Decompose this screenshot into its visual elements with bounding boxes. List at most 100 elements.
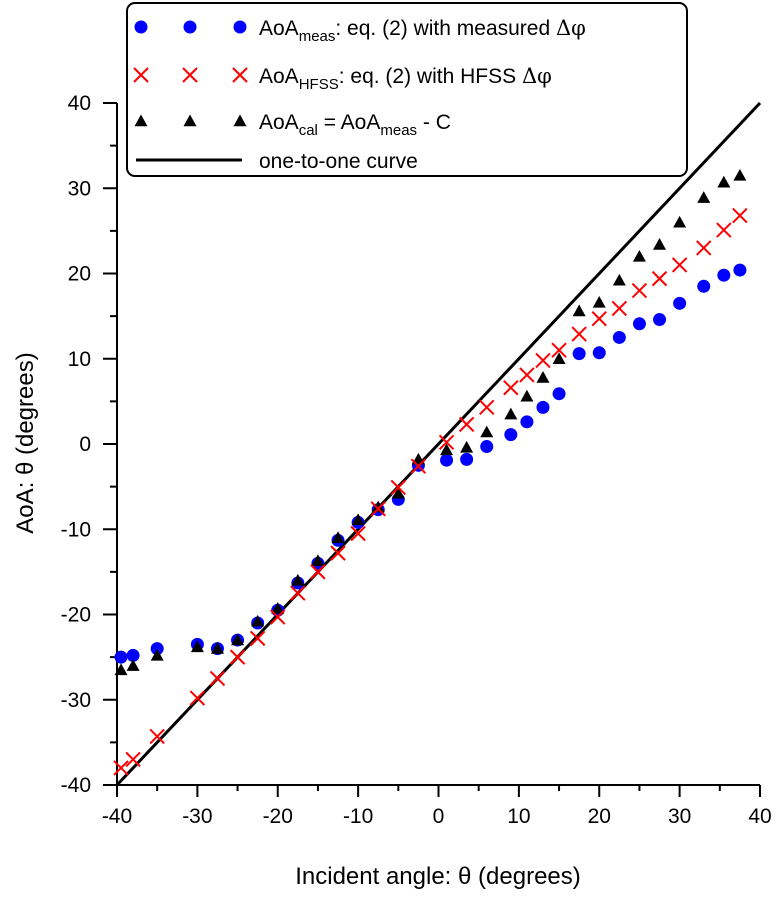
data-point-x-stroke xyxy=(189,690,206,706)
y-tick-label: 0 xyxy=(79,433,91,456)
x-tick-label: 40 xyxy=(748,805,771,828)
legend-label: one-to-one curve xyxy=(259,150,418,173)
x-tick-label: 20 xyxy=(588,805,611,828)
data-point-circle xyxy=(552,387,566,401)
data-point-x-stroke xyxy=(696,240,712,256)
data-point-x xyxy=(571,326,587,342)
data-point-x-stroke xyxy=(651,270,668,287)
x-tick-label: 30 xyxy=(668,805,691,828)
data-point-x-stroke xyxy=(330,545,346,561)
data-point-triangle xyxy=(632,249,646,262)
data-point-circle xyxy=(440,453,454,467)
data-point-triangle xyxy=(351,513,365,526)
data-point-x xyxy=(696,240,712,256)
data-point-x xyxy=(189,690,206,706)
data-point-circle xyxy=(673,296,687,310)
data-point-triangle xyxy=(717,175,731,188)
data-point-triangle xyxy=(210,642,224,654)
data-point-triangle xyxy=(126,659,140,671)
y-tick-label: -40 xyxy=(61,774,91,797)
data-point-x-stroke xyxy=(716,222,732,238)
data-point-x-stroke xyxy=(229,649,246,665)
data-point-x-stroke xyxy=(458,416,475,433)
data-point-triangle xyxy=(653,238,667,250)
data-point-x xyxy=(519,367,535,383)
x-tick-label: 10 xyxy=(507,805,530,828)
y-tick-label: 40 xyxy=(68,92,91,115)
data-point-x xyxy=(370,501,386,517)
data-point-x xyxy=(591,310,607,327)
series-triangle xyxy=(114,168,747,676)
data-point-x-stroke xyxy=(149,728,165,745)
data-point-x-stroke xyxy=(535,352,551,369)
data-point-x-stroke xyxy=(631,282,648,299)
series-layer xyxy=(113,101,762,787)
data-point-x-stroke xyxy=(438,434,455,451)
data-point-circle xyxy=(717,268,731,282)
data-point-x xyxy=(651,270,668,287)
data-point-circle xyxy=(114,650,128,664)
data-point-triangle xyxy=(520,389,534,402)
legend-box xyxy=(126,2,688,177)
x-ticks: -40 -30 -20 -10 0 10 20 30 40 xyxy=(102,785,772,828)
data-point-circle xyxy=(460,452,474,466)
legend-items: AoAmeas: eq. (2) with measured Δφ AoAHFSS… xyxy=(133,16,586,173)
data-point-x xyxy=(270,609,286,625)
legend-label: AoAmeas: eq. (2) with measured Δφ xyxy=(259,16,586,45)
data-point-x-stroke xyxy=(611,300,628,317)
data-point-triangle xyxy=(391,486,405,499)
legend-marker-circle xyxy=(183,20,197,34)
data-point-x xyxy=(229,649,246,665)
x-tick-label: -10 xyxy=(343,805,373,828)
y-tick-label: 10 xyxy=(68,348,91,371)
data-point-triangle xyxy=(150,648,164,661)
legend-marker-x xyxy=(133,67,149,83)
data-point-triangle xyxy=(291,573,305,586)
data-point-x xyxy=(249,630,266,647)
data-point-circle xyxy=(150,642,164,656)
data-point-x xyxy=(125,751,141,768)
data-point-x-stroke xyxy=(591,310,607,327)
data-point-triangle xyxy=(592,295,606,308)
data-point-triangle xyxy=(504,407,518,420)
data-point-triangle xyxy=(460,440,474,453)
data-point-triangle xyxy=(552,352,566,364)
data-point-triangle xyxy=(190,640,204,653)
data-point-x-stroke xyxy=(370,501,386,517)
data-point-x-stroke xyxy=(671,257,688,273)
data-point-x xyxy=(410,458,427,474)
data-point-circle xyxy=(733,263,747,277)
data-point-x-stroke xyxy=(571,326,587,342)
data-point-x-stroke xyxy=(249,630,266,647)
y-tick-label: -20 xyxy=(61,604,91,627)
legend-marker-triangle xyxy=(134,114,148,127)
data-point-x-stroke xyxy=(519,367,535,383)
legend-marker-x xyxy=(232,67,248,83)
data-point-x-stroke xyxy=(503,380,519,396)
data-point-circle xyxy=(536,400,550,414)
data-point-triangle xyxy=(311,554,325,566)
data-point-triangle xyxy=(331,531,345,543)
y-ticks: -40 -30 -20 -10 0 10 20 30 40 xyxy=(61,92,117,797)
data-point-x xyxy=(479,399,495,416)
legend-marker-x-stroke xyxy=(133,67,149,83)
data-point-x xyxy=(458,416,475,433)
data-point-circle xyxy=(126,648,140,662)
y-tick-label: 20 xyxy=(68,263,91,286)
data-point-circle xyxy=(653,313,667,327)
data-point-circle xyxy=(480,440,494,454)
data-point-x xyxy=(732,207,748,224)
data-point-triangle xyxy=(271,602,285,614)
data-point-x xyxy=(330,545,346,561)
legend-label: AoAHFSS: eq. (2) with HFSS Δφ xyxy=(259,64,552,93)
legend-item: AoAHFSS: eq. (2) with HFSS Δφ xyxy=(133,64,552,93)
data-point-circle xyxy=(572,347,586,361)
data-point-x xyxy=(535,352,551,369)
data-point-x xyxy=(310,564,326,580)
y-tick-label: -30 xyxy=(61,689,91,712)
data-point-x xyxy=(503,380,519,396)
data-point-triangle xyxy=(673,215,687,228)
legend-marker-triangle xyxy=(233,114,247,127)
data-point-x xyxy=(551,342,567,358)
data-point-x-stroke xyxy=(270,609,286,625)
